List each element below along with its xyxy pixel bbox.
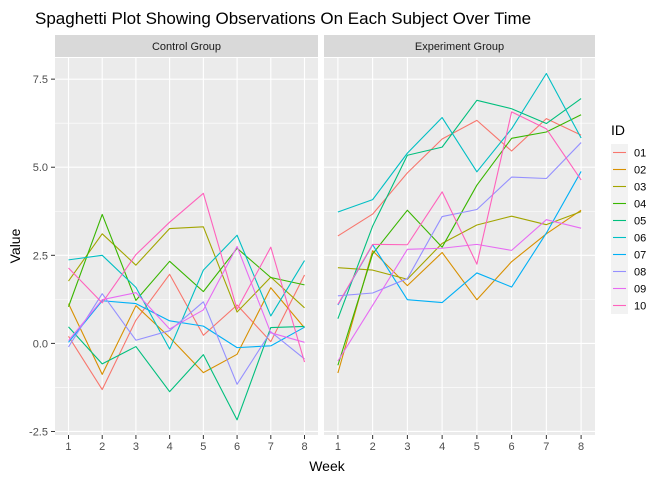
y-tick-label: 2.5 — [33, 250, 48, 262]
panel-strip — [324, 35, 595, 57]
x-tick-label: 5 — [200, 441, 206, 453]
x-axis-title: Week — [309, 458, 346, 474]
legend-label: 04 — [634, 199, 646, 211]
legend-item-07: 07 — [611, 246, 646, 263]
series-line-09 — [337, 219, 582, 362]
x-tick-label: 3 — [133, 441, 139, 453]
legend: ID 01 02 03 04 05 06 07 08 09 10 — [611, 122, 646, 314]
legend-item-01: 01 — [611, 144, 646, 161]
x-tick-label: 4 — [167, 441, 173, 453]
series-line-01 — [337, 118, 582, 237]
y-tick-label: 5.0 — [33, 162, 48, 174]
series-line-08 — [337, 142, 582, 297]
series-line-10 — [337, 111, 582, 305]
legend-label: 09 — [634, 284, 646, 296]
series-line-03 — [68, 226, 305, 313]
x-tick-label: 1 — [65, 441, 71, 453]
panel-strip-label: Control Group — [152, 41, 221, 53]
x-tick-label: 8 — [301, 441, 307, 453]
panel-strip — [55, 35, 318, 57]
series-line-06 — [337, 72, 582, 213]
x-tick-label: 2 — [370, 441, 376, 453]
chart-title: Spaghetti Plot Showing Observations On E… — [35, 9, 531, 28]
legend-item-10: 10 — [611, 297, 646, 314]
panel-experiment: Experiment Group 1 2 3 4 5 6 7 8 — [324, 35, 595, 453]
legend-label: 03 — [634, 182, 646, 194]
series-line-08 — [68, 293, 305, 385]
series-line-05 — [68, 325, 305, 421]
panel-control: Control Group 1 2 3 4 5 6 7 8 -2.5 0.0 2.5 5.0 7.5 — [29, 35, 318, 453]
x-tick-label: 8 — [578, 441, 584, 453]
legend-item-02: 02 — [611, 161, 646, 178]
series-line-07 — [337, 171, 582, 306]
y-tick-label: 0.0 — [33, 338, 48, 350]
legend-item-09: 09 — [611, 280, 646, 297]
x-tick-label: 2 — [99, 441, 105, 453]
legend-item-04: 04 — [611, 195, 646, 212]
x-tick-label: 6 — [234, 441, 240, 453]
legend-label: 07 — [634, 250, 646, 262]
x-tick-label: 6 — [509, 441, 515, 453]
series-line-06 — [68, 234, 305, 350]
facet-panels: Control Group 1 2 3 4 5 6 7 8 -2.5 0.0 2.5 5.0 7.5 Exp… — [29, 35, 595, 453]
series-line-02 — [67, 287, 305, 375]
x-tick-label: 3 — [404, 441, 410, 453]
x-tick-label: 7 — [543, 441, 549, 453]
x-tick-label: 5 — [474, 441, 480, 453]
panel-strip-label: Experiment Group — [415, 41, 504, 53]
panel-background — [55, 58, 318, 435]
legend-item-08: 08 — [611, 263, 646, 280]
series-line-03 — [337, 211, 582, 280]
y-tick-label: 7.5 — [33, 74, 48, 86]
x-tick-label: 7 — [268, 441, 274, 453]
legend-label: 10 — [634, 301, 646, 313]
series-line-04 — [337, 114, 582, 366]
series-line-10 — [68, 192, 306, 363]
legend-item-06: 06 — [611, 229, 646, 246]
y-axis-title: Value — [7, 228, 23, 263]
series-line-04 — [67, 213, 305, 307]
series-line-01 — [68, 273, 306, 391]
series-line-09 — [68, 245, 305, 343]
legend-label: 02 — [634, 165, 646, 177]
legend-item-05: 05 — [611, 212, 646, 229]
series-line-02 — [337, 209, 582, 374]
legend-item-03: 03 — [611, 178, 646, 195]
y-tick-label: -2.5 — [29, 426, 48, 438]
legend-label: 05 — [634, 216, 646, 228]
legend-label: 01 — [634, 148, 646, 160]
x-tick-label: 4 — [439, 441, 445, 453]
x-tick-label: 1 — [335, 441, 341, 453]
legend-title: ID — [611, 122, 625, 138]
legend-label: 06 — [634, 233, 646, 245]
legend-label: 08 — [634, 267, 646, 279]
series-line-05 — [337, 98, 582, 319]
